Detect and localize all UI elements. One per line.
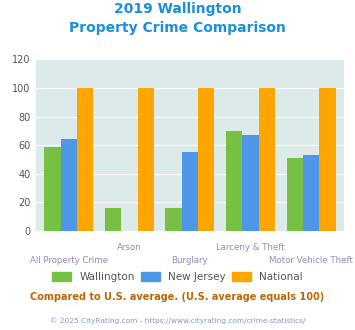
Text: Arson: Arson	[117, 243, 142, 251]
Bar	[286, 158, 303, 231]
Bar	[198, 88, 214, 231]
Text: Burglary: Burglary	[171, 256, 208, 265]
Text: Motor Vehicle Theft: Motor Vehicle Theft	[269, 256, 353, 265]
Bar	[105, 208, 121, 231]
Text: Compared to U.S. average. (U.S. average equals 100): Compared to U.S. average. (U.S. average …	[31, 292, 324, 302]
Bar	[77, 88, 93, 231]
Text: 2019 Wallington: 2019 Wallington	[114, 2, 241, 16]
Text: © 2025 CityRating.com - https://www.cityrating.com/crime-statistics/: © 2025 CityRating.com - https://www.city…	[50, 317, 305, 324]
Bar	[319, 88, 335, 231]
Bar	[242, 135, 259, 231]
Legend: Wallington, New Jersey, National: Wallington, New Jersey, National	[48, 268, 307, 286]
Text: Larceny & Theft: Larceny & Theft	[216, 243, 285, 251]
Bar	[259, 88, 275, 231]
Text: All Property Crime: All Property Crime	[30, 256, 108, 265]
Bar	[182, 152, 198, 231]
Text: Property Crime Comparison: Property Crime Comparison	[69, 21, 286, 35]
Bar	[137, 88, 154, 231]
Bar	[44, 147, 61, 231]
Bar	[226, 131, 242, 231]
Bar	[61, 140, 77, 231]
Bar	[303, 155, 319, 231]
Bar	[165, 208, 182, 231]
